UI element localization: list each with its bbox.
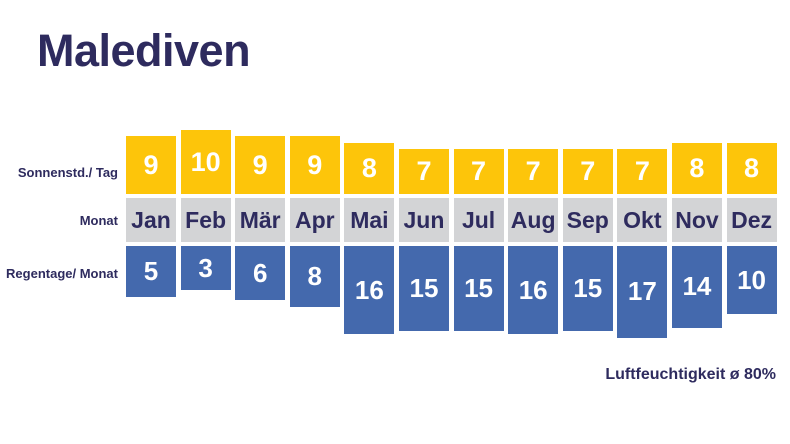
sun-hours-bar: 8	[344, 142, 395, 194]
sun-hours-bar: 7	[562, 149, 613, 194]
sun-hours-value: 7	[416, 156, 432, 187]
sun-hours-bar: 7	[617, 149, 668, 194]
sun-hours-value: 8	[744, 152, 760, 183]
rain-days-bar: 3	[180, 246, 231, 291]
rain-days-value: 8	[307, 261, 323, 292]
rain-days-bar: 6	[235, 246, 286, 301]
sun-bar-area: 10	[180, 130, 231, 194]
sun-bar-area: 7	[617, 130, 668, 194]
sun-bar-area: 7	[562, 130, 613, 194]
sun-hours-bar: 8	[671, 142, 722, 194]
month-column: 7 Aug 16	[508, 130, 559, 338]
row-label-sun-hours: Sonnenstd./ Tag	[17, 165, 118, 180]
sun-bar-area: 7	[508, 130, 559, 194]
month-column: 7 Jul 15	[453, 130, 504, 338]
month-cell: Nov	[671, 198, 722, 242]
sun-hours-value: 8	[689, 152, 705, 183]
sun-bar-area: 9	[126, 130, 176, 194]
rain-days-value: 10	[737, 264, 766, 295]
month-cell: Mär	[235, 198, 286, 242]
month-column: 8 Nov 14	[671, 130, 722, 338]
rain-days-bar: 15	[398, 246, 449, 331]
rain-days-value: 15	[464, 273, 494, 303]
rain-days-value: 16	[354, 274, 384, 305]
rain-days-value: 6	[252, 257, 268, 288]
month-column: 7 Sep 15	[562, 130, 613, 338]
row-label-rain-days: Regentage/ Monat	[6, 266, 118, 281]
month-column: 9 Apr 8	[289, 130, 340, 338]
sun-hours-value: 7	[471, 156, 487, 187]
rain-days-value: 14	[682, 271, 712, 302]
month-cell: Aug	[508, 198, 559, 242]
rain-days-value: 16	[518, 274, 548, 305]
month-cell: Dez	[726, 198, 777, 242]
humidity-note: Luftfeuchtigkeit ø 80%	[605, 366, 776, 383]
sun-hours-value: 8	[361, 152, 377, 183]
sun-hours-value: 9	[307, 149, 323, 180]
month-column: 9 Mär 6	[235, 130, 286, 338]
rain-days-bar: 15	[453, 246, 504, 331]
rain-days-bar: 16	[508, 246, 559, 335]
month-cell: Jun	[398, 198, 449, 242]
rain-days-bar: 17	[617, 246, 668, 338]
sun-hours-bar: 7	[453, 149, 504, 194]
month-column: 7 Jun 15	[398, 130, 449, 338]
page-title: Malediven	[37, 25, 251, 76]
rain-days-bar: 15	[562, 246, 613, 331]
month-cell: Sep	[562, 198, 613, 242]
month-column: 10 Feb 3	[180, 130, 231, 338]
rain-days-bar: 5	[126, 246, 176, 297]
month-cell: Feb	[180, 198, 231, 242]
sun-bar-area: 9	[289, 130, 340, 194]
sun-hours-value: 7	[525, 156, 541, 187]
sun-bar-area: 8	[344, 130, 395, 194]
sun-hours-bar: 10	[180, 130, 231, 194]
sun-bar-area: 8	[671, 130, 722, 194]
rain-days-bar: 16	[344, 246, 395, 335]
month-cell: Mai	[344, 198, 395, 242]
sun-hours-value: 7	[634, 156, 650, 187]
rain-days-value: 15	[409, 273, 439, 303]
sun-hours-bar: 7	[508, 149, 559, 194]
sun-bar-area: 7	[453, 130, 504, 194]
sun-hours-value: 10	[190, 146, 221, 177]
sun-hours-value: 7	[580, 156, 596, 187]
sun-hours-value: 9	[143, 149, 159, 180]
rain-days-value: 17	[627, 276, 657, 307]
chart-columns: 9 Jan 5 10 Feb 3 9 Mär 6 9 Apr 8 8 Mai 16 7 Jun 15 7 Jul 15 7…	[126, 130, 777, 338]
month-column: 8 Dez 10	[726, 130, 777, 338]
sun-bar-area: 8	[726, 130, 777, 194]
month-cell: Jul	[453, 198, 504, 242]
sun-hours-bar: 9	[289, 136, 340, 194]
month-column: 8 Mai 16	[344, 130, 395, 338]
sun-hours-bar: 7	[398, 149, 449, 194]
row-label-month: Monat	[79, 213, 118, 228]
rain-days-bar: 8	[289, 246, 340, 308]
sun-bar-area: 9	[235, 130, 286, 194]
month-cell: Okt	[617, 198, 668, 242]
month-cell: Jan	[126, 198, 176, 242]
rain-days-value: 3	[198, 252, 213, 283]
month-column: 7 Okt 17	[617, 130, 668, 338]
sun-bar-area: 7	[398, 130, 449, 194]
rain-days-value: 5	[143, 256, 159, 286]
sun-hours-bar: 9	[126, 136, 176, 194]
sun-hours-value: 9	[252, 149, 268, 180]
rain-days-bar: 14	[671, 246, 722, 328]
month-cell: Apr	[289, 198, 340, 242]
sun-hours-bar: 9	[235, 136, 286, 194]
sun-hours-bar: 8	[726, 142, 777, 194]
rain-days-bar: 10	[726, 246, 777, 314]
month-column: 9 Jan 5	[126, 130, 176, 338]
rain-days-value: 15	[573, 273, 603, 303]
